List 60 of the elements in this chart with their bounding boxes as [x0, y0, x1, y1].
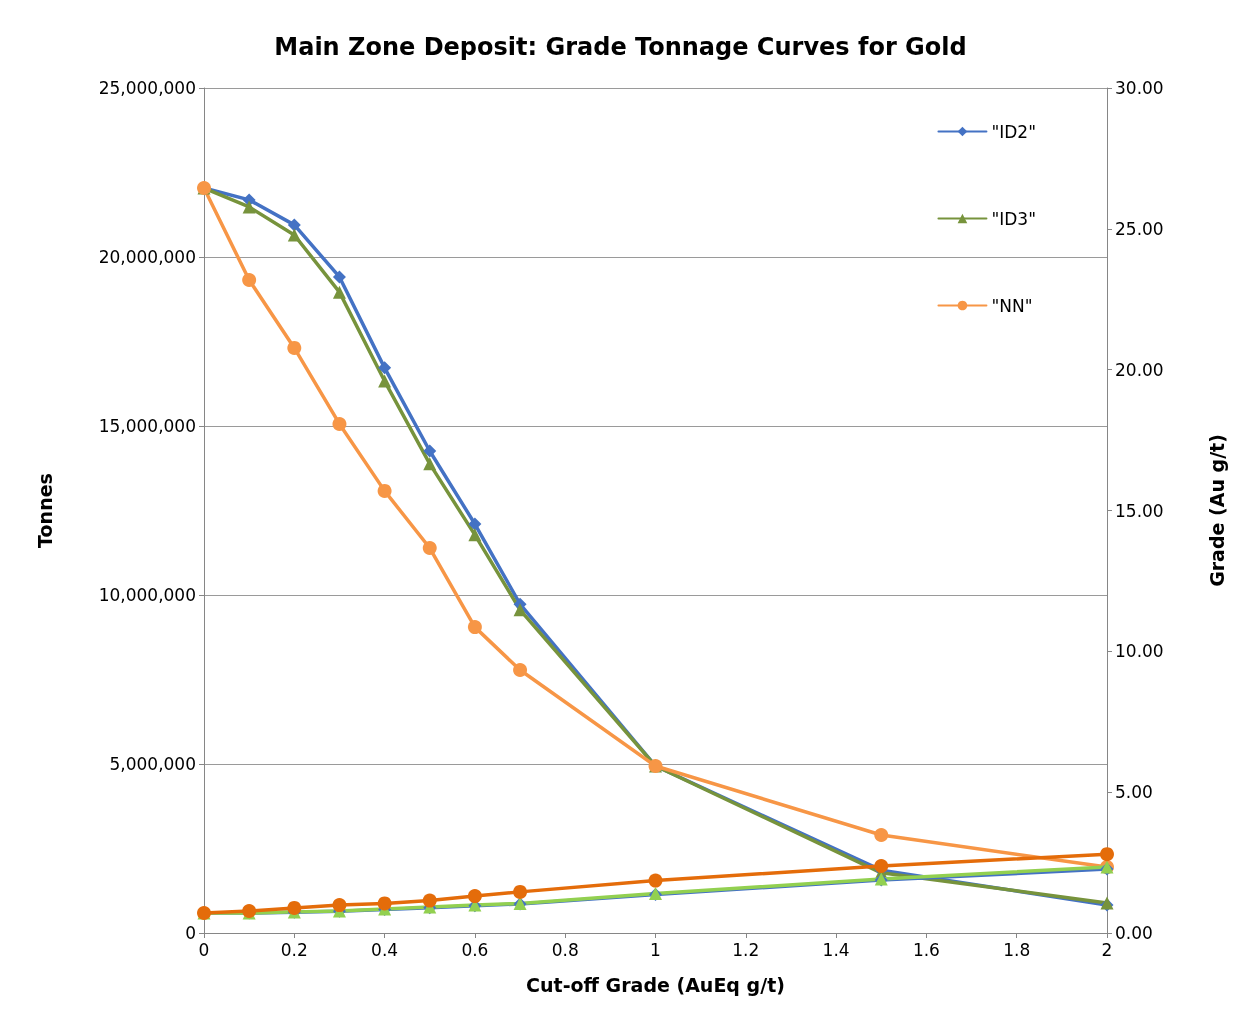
y-tick-label: 15,000,000: [98, 416, 196, 436]
y-tick-label: 20,000,000: [98, 247, 196, 267]
point: [332, 898, 347, 913]
x-tick-label: 1.4: [822, 939, 850, 960]
legend-label: "NN": [991, 295, 1033, 316]
x-tick-label: 0.8: [551, 939, 579, 960]
point: [378, 361, 392, 375]
point: [378, 374, 392, 388]
y-tick-label: 10,000,000: [98, 585, 196, 605]
point: [513, 603, 527, 617]
y2-tick-label: 30.00: [1115, 78, 1164, 98]
x-tick-label: 0.4: [371, 939, 399, 960]
point: [874, 827, 889, 842]
chart-title: Main Zone Deposit: Grade Tonnage Curves for Gold: [274, 33, 967, 61]
y2-tick-label: 10.00: [1115, 641, 1164, 662]
point: [468, 528, 482, 542]
y-axis-title: Tonnes: [33, 473, 56, 548]
point: [242, 200, 256, 214]
y2-tick-label: 25.00: [1115, 218, 1164, 239]
x-tick-label: 0: [198, 939, 210, 960]
x-tick-label: 2: [1101, 939, 1113, 960]
point: [423, 444, 437, 458]
point: [242, 272, 257, 287]
point: [377, 896, 392, 911]
point: [1100, 847, 1114, 862]
y2-tick-label: 5.00: [1115, 782, 1153, 803]
legend-label: "ID2": [991, 121, 1036, 142]
point: [422, 893, 437, 908]
point: [467, 620, 482, 635]
y-tick-label: 0: [185, 923, 196, 943]
point: [648, 873, 663, 888]
point: [332, 416, 347, 431]
x-tick-label: 0.2: [280, 939, 308, 960]
y-tick-label: 25,000,000: [98, 78, 196, 98]
point: [422, 541, 437, 556]
point: [467, 889, 482, 904]
legend-label: "ID3": [991, 208, 1036, 229]
point: [468, 517, 482, 531]
x-tick-label: 1.8: [1003, 939, 1031, 960]
x-tick-label: 1.6: [912, 939, 940, 960]
point: [287, 900, 302, 915]
x-tick-label: 1: [650, 939, 661, 960]
point: [332, 270, 346, 284]
x-axis-title: Cut-off Grade (AuEq g/t): [526, 973, 785, 996]
point: [332, 285, 346, 299]
y2-axis-title: Grade (Au g/t): [1205, 434, 1228, 587]
point: [287, 340, 302, 355]
y2-tick-label: 0.00: [1115, 923, 1153, 943]
y-tick-label: 5,000,000: [109, 754, 196, 774]
point: [287, 228, 301, 242]
point: [513, 884, 528, 899]
point: [513, 663, 528, 678]
point: [423, 457, 437, 471]
point: [377, 483, 392, 498]
point: [874, 858, 889, 873]
point: [287, 218, 301, 232]
x-tick-label: 0.6: [461, 939, 489, 960]
x-tick-label: 1.2: [732, 939, 760, 960]
y2-tick-label: 20.00: [1115, 359, 1164, 380]
y2-tick-label: 15.00: [1115, 500, 1164, 521]
